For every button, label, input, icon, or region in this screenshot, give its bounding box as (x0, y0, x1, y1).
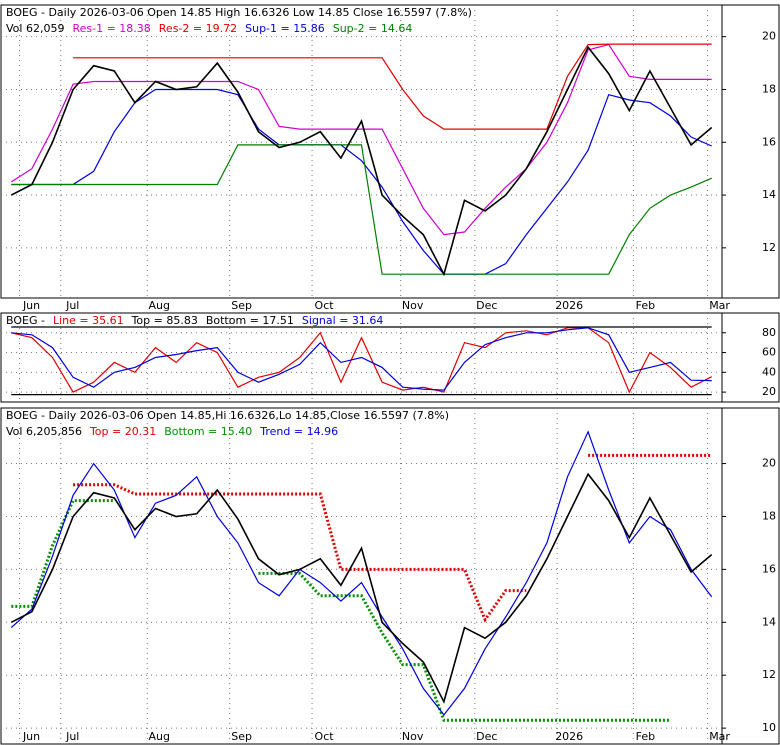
axis-frame (721, 4, 780, 299)
indicator-line (11, 144, 712, 275)
x-tick-label: Oct (315, 299, 335, 312)
x-tick-label: Nov (402, 299, 424, 312)
legend-entry: Res-1 = 18.38 (72, 22, 150, 35)
y-tick-label: 18 (762, 509, 776, 522)
panel-title: BOEG - Daily 2026-03-06 Open 14.85 High … (6, 6, 472, 19)
y-tick-label: 60 (762, 346, 776, 359)
panel-title: BOEG - Line = 35.61 Top = 85.83 Bottom = 17… (6, 314, 383, 327)
y-tick-label: 40 (762, 365, 776, 378)
axis-frame (721, 312, 780, 403)
x-tick-label: Sep (231, 730, 252, 743)
x-tick-label: Nov (402, 730, 424, 743)
y-tick-label: 20 (762, 385, 776, 398)
legend-entry: Res-2 = 19.72 (159, 22, 237, 35)
y-tick-label: 20 (762, 30, 776, 43)
price-line (10, 472, 713, 704)
x-tick-label: Aug (149, 299, 170, 312)
indicator-line (11, 88, 712, 275)
legend-entry: Top = 20.31 (89, 425, 156, 438)
x-tick-label: Mar (709, 730, 730, 743)
x-tick-label: Sep (231, 299, 252, 312)
y-tick-label: 10 (762, 721, 776, 734)
x-tick-label: Jul (65, 299, 79, 312)
subtitle: Vol 62,059 (6, 22, 64, 35)
y-tick-label: 12 (762, 241, 776, 254)
y-tick-label: 80 (762, 326, 776, 339)
legend-entry: Top = 85.83 (131, 314, 198, 327)
subtitle: Vol 6,205,856 (6, 425, 82, 438)
x-tick-label: Dec (476, 299, 497, 312)
legend-entry: Bottom = 17.51 (206, 314, 294, 327)
x-tick-label: Aug (149, 730, 170, 743)
x-tick-label: Jun (22, 299, 40, 312)
indicator-line (73, 43, 712, 130)
title: BOEG - (6, 314, 45, 327)
price-line (10, 45, 713, 277)
x-tick-label: Jul (65, 730, 79, 743)
indicator-line (11, 327, 712, 391)
x-tick-label: 2026 (555, 299, 583, 312)
y-tick-label: 18 (762, 82, 776, 95)
y-tick-label: 16 (762, 562, 776, 575)
y-tick-label: 16 (762, 135, 776, 148)
axis-frame (721, 407, 780, 745)
x-tick-label: Oct (315, 730, 335, 743)
legend-entry: Trend = 14.96 (259, 425, 338, 438)
x-tick-label: Jun (22, 730, 40, 743)
legend-entry: Bottom = 15.40 (164, 425, 252, 438)
panel-frame (0, 4, 723, 299)
title: BOEG - Daily 2026-03-06 Open 14.85,Hi 16… (6, 409, 449, 422)
y-tick-label: 20 (762, 457, 776, 470)
y-tick-label: 14 (762, 615, 776, 628)
legend-entry: Signal = 31.64 (302, 314, 384, 327)
panel-legend: Vol 62,059 Res-1 = 18.38 Res-2 = 19.72 Sup-… (6, 22, 412, 35)
x-tick-label: Feb (636, 299, 655, 312)
x-tick-label: Dec (476, 730, 497, 743)
title: BOEG - Daily 2026-03-06 Open 14.85 High … (6, 6, 472, 19)
indicator-line (73, 453, 712, 623)
indicator-line (10, 43, 712, 236)
legend-entry: Sup-2 = 14.64 (333, 22, 413, 35)
panel-legend: Vol 6,205,856 Top = 20.31 Bottom = 15.40 Tr… (6, 425, 338, 438)
legend-entry: Line = 35.61 (53, 314, 124, 327)
panel-title: BOEG - Daily 2026-03-06 Open 14.85,Hi 16… (6, 409, 449, 422)
y-tick-label: 14 (762, 188, 776, 201)
x-tick-label: Mar (709, 299, 730, 312)
y-tick-label: 12 (762, 668, 776, 681)
panel-frame (0, 407, 723, 745)
x-tick-label: 2026 (555, 730, 583, 743)
indicator-line (10, 430, 713, 716)
legend-entry: Sup-1 = 15.86 (245, 22, 325, 35)
x-tick-label: Feb (636, 730, 655, 743)
